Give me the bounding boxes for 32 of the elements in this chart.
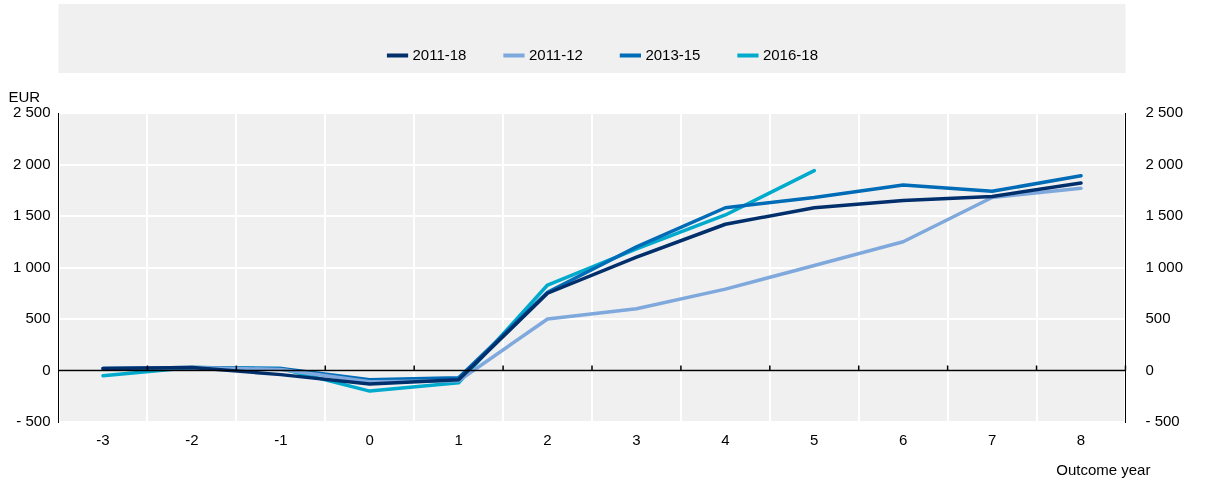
- legend-label: 2016-18: [762, 45, 818, 63]
- x-tick-label: 7: [987, 431, 997, 449]
- y-tick-label: 500: [25, 309, 51, 327]
- y2-tick-label: 1 500: [1145, 206, 1184, 224]
- y-tick-label: 2 000: [12, 154, 51, 172]
- x-tick-label: 2: [543, 431, 552, 449]
- x-tick-label: 3: [632, 431, 641, 449]
- y-tick-label: 2 500: [12, 103, 51, 121]
- y2-tick-label: 500: [1145, 309, 1171, 327]
- y2-tick-label: 2 500: [1145, 103, 1184, 121]
- x-tick-label: -3: [96, 431, 110, 449]
- x-tick-label: 0: [365, 431, 374, 449]
- y-tick-label: 0: [42, 360, 51, 378]
- y2-tick-label: 0: [1145, 360, 1154, 378]
- y-tick-label: - 500: [16, 412, 51, 430]
- y-axis-title: EUR: [8, 87, 41, 105]
- x-tick-label: -1: [274, 431, 288, 449]
- x-tick-label: 5: [810, 431, 819, 449]
- y-tick-label: 1 500: [12, 206, 51, 224]
- legend-label: 2011-18: [412, 45, 467, 63]
- y2-tick-label: - 500: [1145, 412, 1180, 430]
- x-tick-label: 8: [1076, 431, 1086, 449]
- y-tick-label: 1 000: [12, 257, 51, 275]
- x-tick-label: 6: [899, 431, 908, 449]
- x-axis-title: Outcome year: [1056, 460, 1151, 478]
- y2-tick-label: 1 000: [1145, 257, 1184, 275]
- legend-label: 2011-12: [528, 45, 583, 63]
- x-tick-label: 4: [721, 431, 730, 449]
- x-tick-label: -2: [185, 431, 199, 449]
- x-tick-label: 1: [454, 431, 463, 449]
- legend-label: 2013-15: [645, 45, 701, 63]
- y2-tick-label: 2 000: [1145, 154, 1184, 172]
